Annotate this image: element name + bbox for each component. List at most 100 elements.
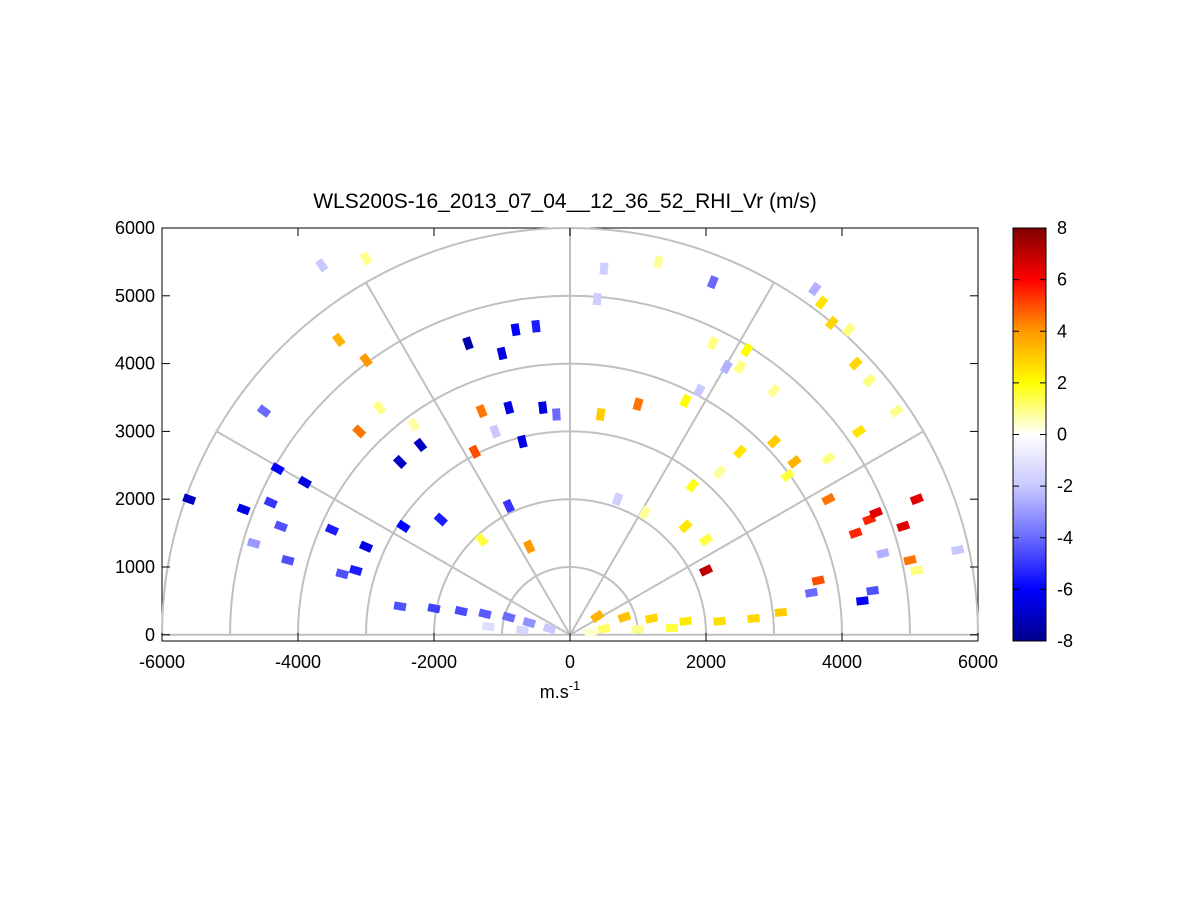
radial-line bbox=[365, 281, 571, 636]
velocity-cell bbox=[611, 492, 624, 507]
y-tick-label: 4000 bbox=[115, 354, 155, 374]
velocity-cells bbox=[182, 251, 965, 637]
velocity-cell bbox=[866, 585, 880, 596]
chart-title: WLS200S-16_2013_07_04__12_36_52_RHI_Vr (… bbox=[313, 190, 817, 213]
velocity-cell bbox=[263, 496, 278, 509]
radial-line bbox=[569, 430, 924, 636]
velocity-cell bbox=[733, 359, 747, 375]
y-tick-label: 3000 bbox=[115, 421, 155, 441]
velocity-cell bbox=[427, 603, 441, 614]
velocity-cell bbox=[468, 444, 482, 459]
colorbar-tick-label: 6 bbox=[1057, 270, 1067, 290]
velocity-cell bbox=[475, 404, 488, 419]
velocity-cell bbox=[474, 532, 489, 547]
velocity-cell bbox=[335, 568, 350, 580]
velocity-cell bbox=[678, 519, 693, 534]
velocity-cell bbox=[679, 616, 693, 626]
velocity-cell bbox=[848, 356, 863, 371]
velocity-cell bbox=[740, 342, 754, 358]
velocity-cell bbox=[713, 616, 726, 626]
colorbar-tick-label: 2 bbox=[1057, 373, 1067, 393]
velocity-cell bbox=[821, 492, 836, 506]
velocity-cell bbox=[808, 281, 822, 297]
velocity-cell bbox=[595, 407, 606, 421]
velocity-cell bbox=[632, 397, 644, 412]
velocity-cell bbox=[597, 623, 611, 634]
colorbar-ticks: 8 6 4 2 0 -2 -4 -6 -8 bbox=[1013, 218, 1073, 651]
velocity-cell bbox=[747, 614, 760, 624]
velocity-cell bbox=[692, 383, 706, 398]
velocity-cell bbox=[780, 468, 795, 483]
velocity-cell bbox=[909, 493, 924, 506]
colorbar-tick-label: -6 bbox=[1057, 579, 1073, 599]
velocity-cell bbox=[182, 493, 197, 505]
velocity-cell bbox=[787, 455, 802, 469]
velocity-cell bbox=[855, 596, 869, 606]
velocity-cell bbox=[712, 464, 727, 480]
colorbar-tick-label: -2 bbox=[1057, 476, 1073, 496]
velocity-cell bbox=[592, 292, 602, 306]
x-axis-title: m.s-1 bbox=[540, 678, 581, 702]
velocity-cell bbox=[517, 434, 528, 449]
velocity-cell bbox=[522, 617, 537, 629]
velocity-cell bbox=[896, 520, 911, 532]
velocity-cell bbox=[462, 336, 474, 351]
velocity-cell bbox=[665, 623, 679, 633]
velocity-cell bbox=[454, 605, 468, 617]
velocity-cell bbox=[644, 613, 659, 624]
colorbar-tick-label: 8 bbox=[1057, 218, 1067, 238]
velocity-cell bbox=[496, 346, 508, 361]
velocity-cell bbox=[706, 275, 719, 290]
velocity-cell bbox=[698, 564, 714, 577]
velocity-cell bbox=[359, 353, 373, 368]
velocity-cell bbox=[516, 625, 529, 635]
velocity-cell bbox=[273, 520, 289, 533]
velocity-cell bbox=[698, 533, 714, 547]
velocity-cell bbox=[393, 601, 407, 612]
velocity-cell bbox=[542, 623, 557, 635]
velocity-cell bbox=[478, 608, 492, 620]
velocity-cell bbox=[324, 523, 340, 536]
y-tick-label: 1000 bbox=[115, 557, 155, 577]
velocity-cell bbox=[489, 424, 502, 439]
velocity-cell bbox=[246, 537, 261, 549]
velocity-cell bbox=[638, 505, 652, 520]
axis-ticks: -6000 -4000 -2000 0 2000 4000 6000 0 1000 2000 300… bbox=[115, 218, 998, 672]
x-tick-label: 6000 bbox=[958, 652, 998, 672]
velocity-cell bbox=[482, 622, 495, 632]
velocity-cell bbox=[732, 444, 748, 459]
radial-line bbox=[569, 281, 775, 636]
svg-text:m.s-1: m.s-1 bbox=[540, 678, 581, 702]
velocity-cell bbox=[348, 564, 363, 576]
x-tick-label: -4000 bbox=[275, 652, 321, 672]
plot-area: -6000 -4000 -2000 0 2000 4000 6000 0 1000 2000 300… bbox=[115, 218, 998, 672]
velocity-cell bbox=[392, 454, 408, 469]
velocity-cell bbox=[685, 478, 700, 493]
velocity-cell bbox=[297, 475, 312, 489]
velocity-cell bbox=[280, 554, 295, 566]
y-tick-label: 5000 bbox=[115, 286, 155, 306]
colorbar-tick-label: -8 bbox=[1057, 631, 1073, 651]
velocity-cell bbox=[589, 609, 605, 624]
velocity-cell bbox=[503, 400, 515, 415]
velocity-cell bbox=[653, 255, 664, 269]
x-tick-label: 4000 bbox=[822, 652, 862, 672]
colorbar-tick-label: 4 bbox=[1057, 321, 1067, 341]
velocity-cell bbox=[862, 373, 877, 388]
colorbar-tick-label: -4 bbox=[1057, 528, 1073, 548]
velocity-cell bbox=[372, 400, 387, 415]
velocity-cell bbox=[679, 393, 692, 409]
colorbar-tick-label: 0 bbox=[1057, 425, 1067, 445]
velocity-cell bbox=[814, 295, 829, 310]
velocity-cell bbox=[433, 512, 448, 527]
velocity-cell bbox=[821, 451, 836, 466]
velocity-cell bbox=[804, 587, 818, 598]
x-tick-label: 2000 bbox=[686, 652, 726, 672]
x-axis-label: m.s bbox=[540, 682, 569, 702]
velocity-cell bbox=[617, 611, 632, 623]
velocity-cell bbox=[270, 462, 285, 476]
y-tick-label: 2000 bbox=[115, 489, 155, 509]
velocity-cell bbox=[396, 519, 411, 533]
velocity-cell bbox=[358, 540, 374, 553]
